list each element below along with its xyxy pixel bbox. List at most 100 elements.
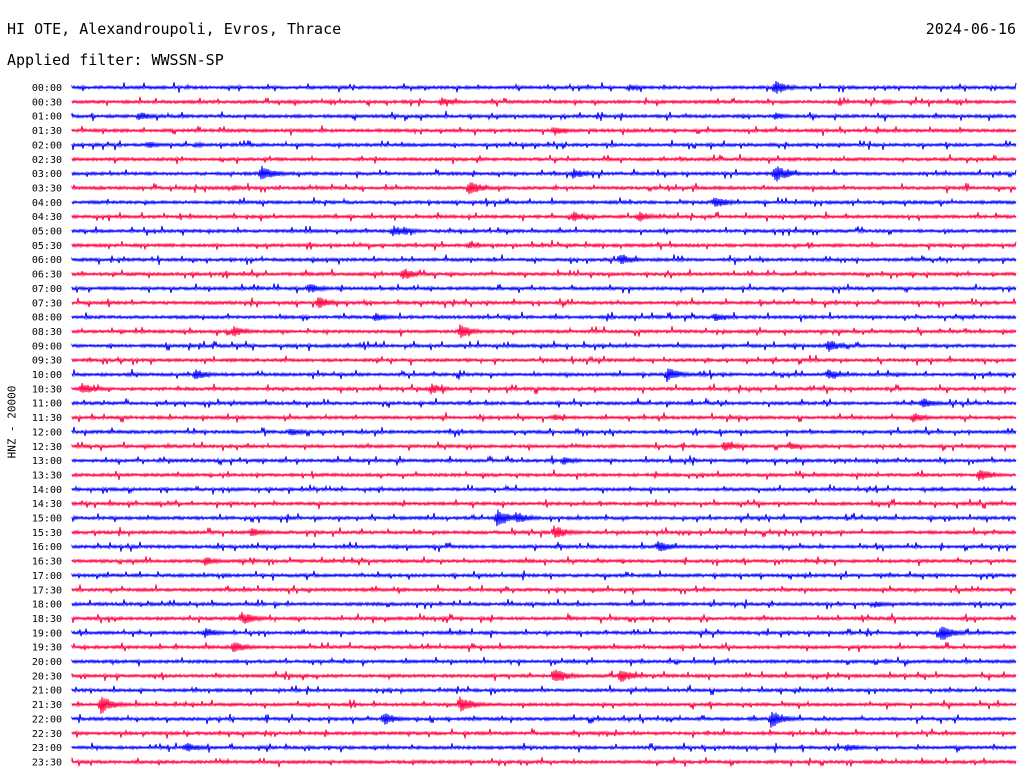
row-time-label: 16:00 bbox=[32, 542, 62, 553]
trace-line bbox=[71, 211, 1017, 222]
row-time-label: 06:00 bbox=[32, 255, 62, 266]
row-time-label: 04:00 bbox=[32, 198, 62, 209]
row-time-label: 14:00 bbox=[32, 485, 62, 496]
trace-line bbox=[71, 626, 1017, 640]
trace-line bbox=[71, 455, 1017, 466]
trace-line bbox=[71, 642, 1017, 653]
row-time-label: 19:30 bbox=[32, 643, 62, 654]
row-time-label: 15:30 bbox=[32, 528, 62, 539]
row-time-label: 09:30 bbox=[32, 356, 62, 367]
filter-label: Applied filter: WWSSN-SP bbox=[7, 51, 224, 69]
trace-line bbox=[71, 110, 1017, 122]
trace-line bbox=[71, 182, 1017, 195]
trace-line bbox=[71, 397, 1017, 408]
row-time-label: 15:00 bbox=[32, 514, 62, 525]
row-time-label: 07:30 bbox=[32, 298, 62, 309]
row-time-label: 11:00 bbox=[32, 399, 62, 410]
trace-line bbox=[71, 684, 1017, 696]
trace-line bbox=[71, 165, 1017, 182]
trace-line bbox=[71, 80, 1017, 94]
row-time-label: 10:30 bbox=[32, 384, 62, 395]
row-time-label: 18:30 bbox=[32, 614, 62, 625]
trace-line bbox=[71, 311, 1017, 323]
row-time-label: 02:00 bbox=[32, 140, 62, 151]
trace-line bbox=[71, 412, 1017, 423]
row-time-label: 23:30 bbox=[32, 757, 62, 768]
row-time-label: 22:30 bbox=[32, 729, 62, 740]
trace-line bbox=[71, 711, 1017, 728]
row-time-label: 05:30 bbox=[32, 241, 62, 252]
row-time-label: 18:00 bbox=[32, 600, 62, 611]
row-time-label: 12:30 bbox=[32, 442, 62, 453]
row-time-label: 04:30 bbox=[32, 212, 62, 223]
trace-line bbox=[71, 426, 1017, 438]
row-time-label: 06:30 bbox=[32, 270, 62, 281]
trace-line bbox=[71, 153, 1017, 165]
trace-line bbox=[71, 498, 1017, 510]
trace-line bbox=[71, 268, 1017, 280]
trace-line bbox=[71, 139, 1017, 151]
trace-line bbox=[71, 239, 1017, 251]
date-label: 2024-06-16 bbox=[925, 20, 1016, 38]
row-time-label: 14:30 bbox=[32, 499, 62, 510]
trace-line bbox=[71, 541, 1017, 553]
row-time-label: 17:00 bbox=[32, 571, 62, 582]
trace-line bbox=[71, 283, 1017, 294]
trace-line bbox=[71, 656, 1017, 667]
row-time-label: 21:00 bbox=[32, 686, 62, 697]
row-time-label: 23:00 bbox=[32, 743, 62, 754]
row-time-label: 12:00 bbox=[32, 427, 62, 438]
trace-line bbox=[71, 441, 1017, 452]
trace-line bbox=[71, 254, 1017, 265]
trace-line bbox=[71, 484, 1017, 495]
trace-line bbox=[71, 570, 1017, 581]
row-time-label: 01:30 bbox=[32, 126, 62, 137]
trace-line bbox=[71, 96, 1017, 107]
trace-line bbox=[71, 742, 1017, 753]
trace-line bbox=[71, 598, 1017, 610]
row-time-label: 13:00 bbox=[32, 456, 62, 467]
row-time-label: 03:30 bbox=[32, 183, 62, 194]
trace-line bbox=[71, 340, 1017, 352]
trace-line bbox=[71, 225, 1017, 237]
station-title: HI OTE, Alexandroupoli, Evros, Thrace bbox=[7, 20, 342, 38]
trace-line bbox=[71, 509, 1017, 527]
row-time-label: 03:00 bbox=[32, 169, 62, 180]
row-time-label: 16:30 bbox=[32, 557, 62, 568]
row-time-label: 21:30 bbox=[32, 700, 62, 711]
row-time-label: 19:00 bbox=[32, 628, 62, 639]
row-time-label: 17:30 bbox=[32, 585, 62, 596]
trace-line bbox=[71, 382, 1017, 395]
trace-line bbox=[71, 728, 1017, 739]
trace-line bbox=[71, 197, 1017, 208]
trace-line bbox=[71, 354, 1017, 366]
row-time-label: 20:00 bbox=[32, 657, 62, 668]
row-time-label: 05:00 bbox=[32, 227, 62, 238]
row-time-label: 02:30 bbox=[32, 155, 62, 166]
trace-line bbox=[71, 756, 1017, 768]
row-time-label: 00:00 bbox=[32, 83, 62, 94]
trace-line bbox=[71, 125, 1017, 136]
trace-line bbox=[71, 556, 1017, 567]
row-time-label: 11:30 bbox=[32, 413, 62, 424]
trace-line bbox=[71, 297, 1017, 309]
trace-line bbox=[71, 584, 1017, 595]
trace-line bbox=[71, 611, 1017, 624]
row-time-label: 09:00 bbox=[32, 341, 62, 352]
row-time-label: 20:30 bbox=[32, 671, 62, 682]
row-time-label: 08:30 bbox=[32, 327, 62, 338]
trace-line bbox=[71, 696, 1017, 715]
trace-line bbox=[71, 525, 1017, 538]
row-time-label: 01:00 bbox=[32, 112, 62, 123]
row-time-label: 13:30 bbox=[32, 470, 62, 481]
row-time-label: 08:00 bbox=[32, 313, 62, 324]
trace-line bbox=[71, 368, 1017, 383]
trace-line bbox=[71, 469, 1017, 481]
trace-line bbox=[71, 669, 1017, 682]
row-time-label: 22:00 bbox=[32, 714, 62, 725]
trace-line bbox=[71, 324, 1017, 339]
row-time-label: 07:00 bbox=[32, 284, 62, 295]
row-time-label: 00:30 bbox=[32, 97, 62, 108]
row-time-label: 10:00 bbox=[32, 370, 62, 381]
